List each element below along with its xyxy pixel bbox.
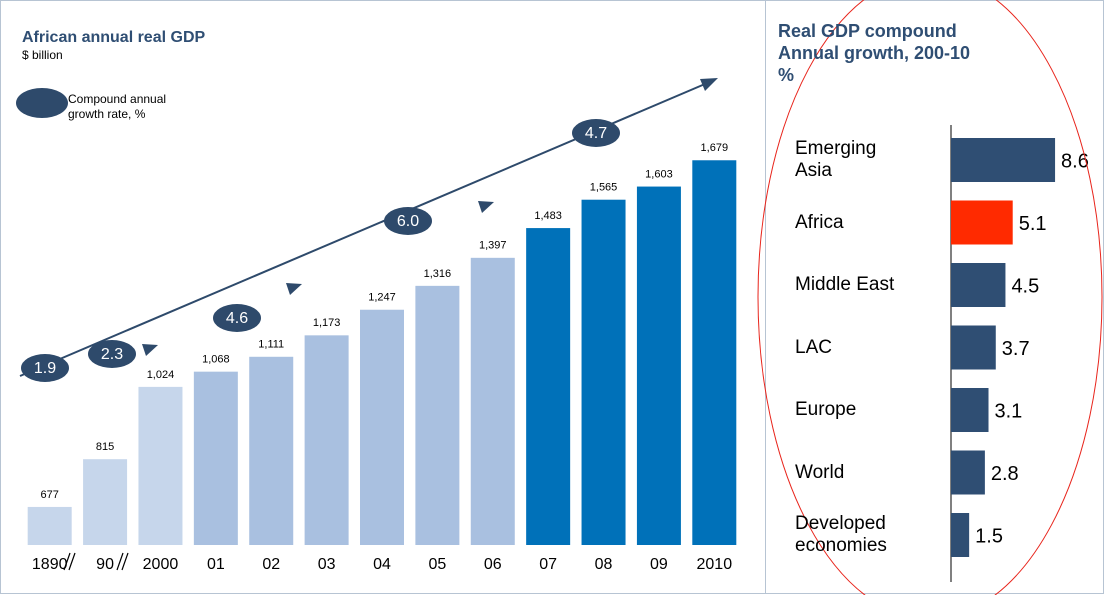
legend-label: Compound annual growth rate, % — [68, 92, 167, 121]
bar — [193, 371, 238, 545]
category-label: Emerging Asia — [795, 138, 877, 181]
arrow-head — [700, 78, 718, 91]
arrow-head — [286, 283, 302, 295]
bar — [951, 513, 970, 557]
growth-label: 6.0 — [397, 213, 419, 230]
bar — [304, 335, 349, 545]
x-tick-label: 1890 — [32, 556, 68, 573]
x-tick-label: 06 — [484, 556, 502, 573]
x-tick-label: 01 — [207, 556, 225, 573]
growth-label: 4.6 — [226, 310, 248, 327]
x-tick-label: 07 — [539, 556, 557, 573]
bar — [415, 285, 460, 545]
growth-bubble — [21, 354, 69, 382]
bar — [951, 263, 1006, 307]
value-label: 1,247 — [368, 292, 396, 304]
growth-label: 4.7 — [585, 125, 607, 142]
value-label: 815 — [96, 441, 114, 453]
value-label: 1.5 — [975, 525, 1003, 547]
bar — [951, 138, 1056, 182]
value-label: 3.7 — [1002, 338, 1030, 360]
value-label: 1,565 — [590, 182, 618, 194]
value-label: 1,483 — [534, 210, 562, 222]
arrow-head — [478, 201, 494, 213]
bar — [692, 160, 737, 545]
value-label: 1,316 — [424, 268, 452, 280]
value-label: 1,603 — [645, 168, 673, 180]
bar — [951, 200, 1013, 245]
x-tick-label: 05 — [428, 556, 446, 573]
x-tick-label: 2010 — [697, 556, 733, 573]
chart-title: Real GDP compound Annual growth, 200-10 … — [778, 21, 971, 85]
bar — [636, 186, 681, 545]
category-label: Europe — [795, 399, 857, 420]
bar — [951, 325, 996, 370]
chart-title: African annual real GDP — [22, 29, 205, 46]
value-label: 1,173 — [313, 317, 341, 329]
growth-label: 1.9 — [34, 360, 56, 377]
bar — [360, 309, 404, 545]
x-tick-label: 02 — [262, 556, 280, 573]
arrow-head — [142, 344, 158, 356]
bar — [951, 388, 989, 432]
chart-subtitle: $ billion — [22, 48, 63, 62]
value-label: 1,068 — [202, 354, 230, 366]
x-tick-label: 04 — [373, 556, 391, 573]
bar — [581, 199, 626, 545]
value-label: 1,024 — [147, 369, 175, 381]
value-label: 5.1 — [1019, 213, 1047, 235]
growth-bubble — [384, 207, 432, 235]
value-label: 2.8 — [991, 463, 1019, 485]
bar — [526, 228, 571, 545]
growth-bubble — [88, 340, 136, 368]
value-label: 1,397 — [479, 240, 507, 252]
category-label: Developed economies — [795, 513, 887, 556]
value-label: 1,679 — [701, 142, 729, 154]
value-label: 3.1 — [995, 400, 1023, 422]
x-tick-label: 08 — [595, 556, 613, 573]
right-frame — [765, 0, 1104, 594]
x-tick-label: 2000 — [143, 556, 179, 573]
growth-label: 2.3 — [101, 346, 123, 363]
x-tick-label: 03 — [318, 556, 336, 573]
bar — [83, 459, 128, 545]
value-label: 8.6 — [1061, 150, 1089, 172]
value-label: 677 — [41, 489, 59, 501]
bar — [470, 257, 515, 545]
growth-bubble — [572, 119, 620, 147]
growth-bubble — [213, 304, 261, 332]
category-label: LAC — [795, 336, 832, 358]
legend-swatch — [16, 88, 68, 118]
category-label: Middle East — [795, 274, 895, 295]
bar — [249, 356, 294, 545]
highlight-ellipse — [757, 0, 1103, 595]
bar — [27, 506, 72, 545]
x-tick-label: 90 — [96, 556, 114, 573]
bar — [951, 450, 985, 495]
value-label: 1,111 — [258, 339, 284, 351]
bar — [138, 386, 183, 545]
value-label: 4.5 — [1011, 275, 1039, 297]
axis-break — [63, 552, 129, 571]
x-tick-label: 09 — [650, 556, 668, 573]
category-label: World — [795, 461, 845, 483]
category-label: Africa — [795, 211, 844, 233]
